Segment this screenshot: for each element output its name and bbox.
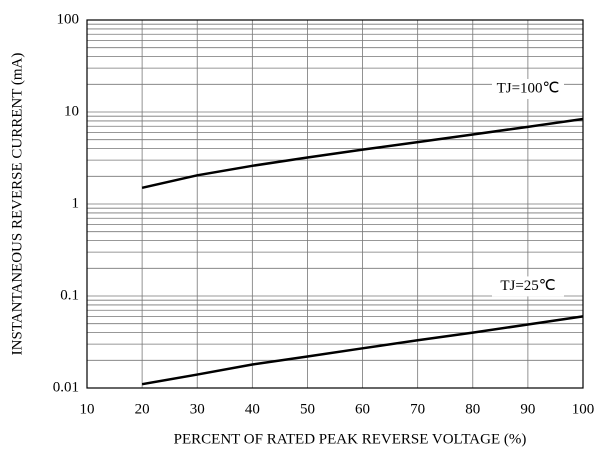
line bbox=[141, 117, 584, 190]
y-tick-label: 10 bbox=[64, 103, 79, 119]
x-tick-label: 40 bbox=[245, 401, 260, 417]
series-label: TJ=100℃ bbox=[497, 80, 560, 96]
y-tick-label: 0.1 bbox=[60, 287, 79, 303]
x-tick-label: 90 bbox=[520, 401, 535, 417]
x-tick-label: 10 bbox=[80, 401, 95, 417]
x-tick-label: 80 bbox=[465, 401, 480, 417]
series-label: TJ=25℃ bbox=[500, 278, 555, 294]
y-tick-label: 100 bbox=[57, 11, 80, 27]
x-tick-label: 20 bbox=[135, 401, 150, 417]
y-tick-label: 1 bbox=[72, 195, 80, 211]
series-label-bg bbox=[492, 78, 564, 99]
plot-frame bbox=[86, 19, 584, 389]
line bbox=[141, 315, 584, 386]
y-tick-label: 0.01 bbox=[53, 379, 79, 395]
x-tick-label: 60 bbox=[355, 401, 370, 417]
x-tick-label: 30 bbox=[190, 401, 205, 417]
y-axis-label: INSTANTANEOUS REVERSE CURRENT (mA) bbox=[9, 53, 25, 356]
x-tick-label: 70 bbox=[410, 401, 425, 417]
x-tick-label: 50 bbox=[300, 401, 315, 417]
x-tick-label: 100 bbox=[572, 401, 595, 417]
x-axis-label: PERCENT OF RATED PEAK REVERSE VOLTAGE (%… bbox=[174, 431, 527, 447]
series-label-bg bbox=[492, 276, 564, 297]
